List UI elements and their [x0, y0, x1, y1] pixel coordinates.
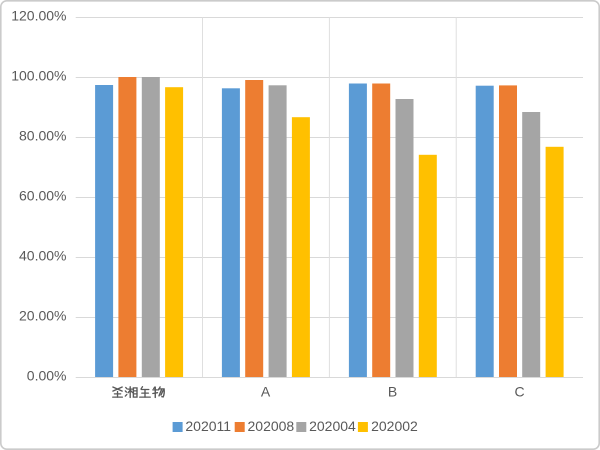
svg-text:0.00%: 0.00%: [27, 368, 67, 384]
svg-text:20.00%: 20.00%: [19, 308, 66, 324]
svg-text:202004: 202004: [309, 418, 356, 434]
svg-text:80.00%: 80.00%: [19, 128, 66, 144]
svg-text:100.00%: 100.00%: [11, 68, 66, 84]
svg-text:60.00%: 60.00%: [19, 188, 66, 204]
svg-text:202008: 202008: [248, 418, 295, 434]
svg-text:40.00%: 40.00%: [19, 248, 66, 264]
svg-text:B: B: [388, 384, 397, 400]
svg-text:C: C: [515, 384, 525, 400]
svg-text:202011: 202011: [185, 418, 231, 434]
svg-text:202002: 202002: [371, 418, 418, 434]
svg-text:A: A: [261, 384, 271, 400]
svg-text:120.00%: 120.00%: [11, 8, 66, 24]
